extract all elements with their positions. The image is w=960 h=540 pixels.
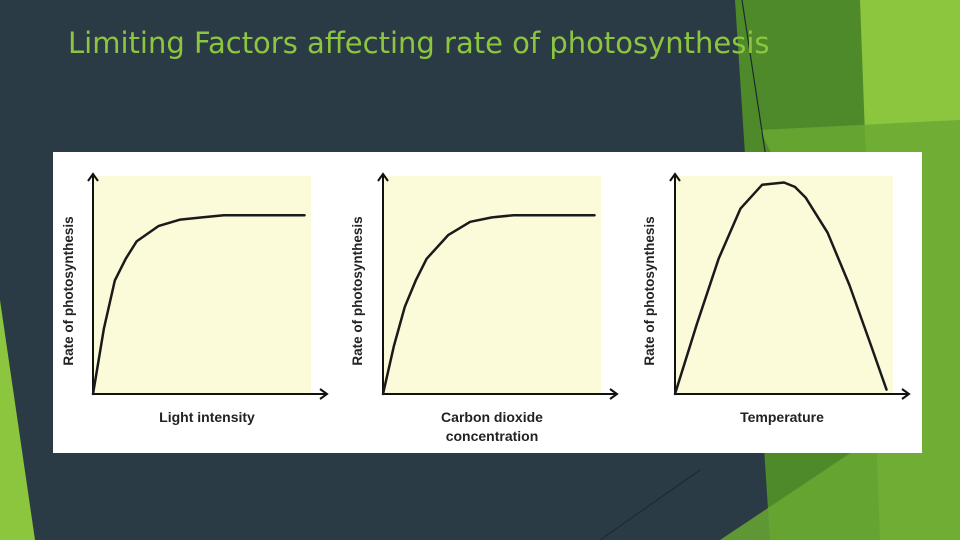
plot-area xyxy=(93,176,311,394)
x-axis-arrow xyxy=(319,388,329,400)
plot-area xyxy=(675,176,893,394)
x-axis-arrow xyxy=(901,388,911,400)
slide-title: Limiting Factors affecting rate of photo… xyxy=(68,26,770,60)
x-axis-label: Carbon dioxide xyxy=(441,409,543,425)
y-axis-arrow xyxy=(669,172,681,182)
y-axis-label: Rate of photosynthesis xyxy=(61,216,76,365)
x-axis-label: Light intensity xyxy=(159,409,255,425)
y-axis-label: Rate of photosynthesis xyxy=(350,216,365,365)
y-axis-label: Rate of photosynthesis xyxy=(642,216,657,365)
curve-line xyxy=(91,213,306,396)
accent-stripe-left xyxy=(0,300,35,540)
x-axis-label: Temperature xyxy=(740,409,824,425)
figure-panel: Rate of photosynthesis Light intensity Rat… xyxy=(53,152,922,453)
charts-svg: Rate of photosynthesis Light intensity Rat… xyxy=(61,172,911,444)
plot-area xyxy=(383,176,601,394)
x-axis-arrow xyxy=(609,388,619,400)
curve-line xyxy=(673,181,888,396)
curve-line xyxy=(381,213,596,396)
x-axis-label: concentration xyxy=(446,428,539,444)
y-axis-arrow xyxy=(87,172,99,182)
y-axis-arrow xyxy=(377,172,389,182)
accent-line-2 xyxy=(599,469,701,540)
